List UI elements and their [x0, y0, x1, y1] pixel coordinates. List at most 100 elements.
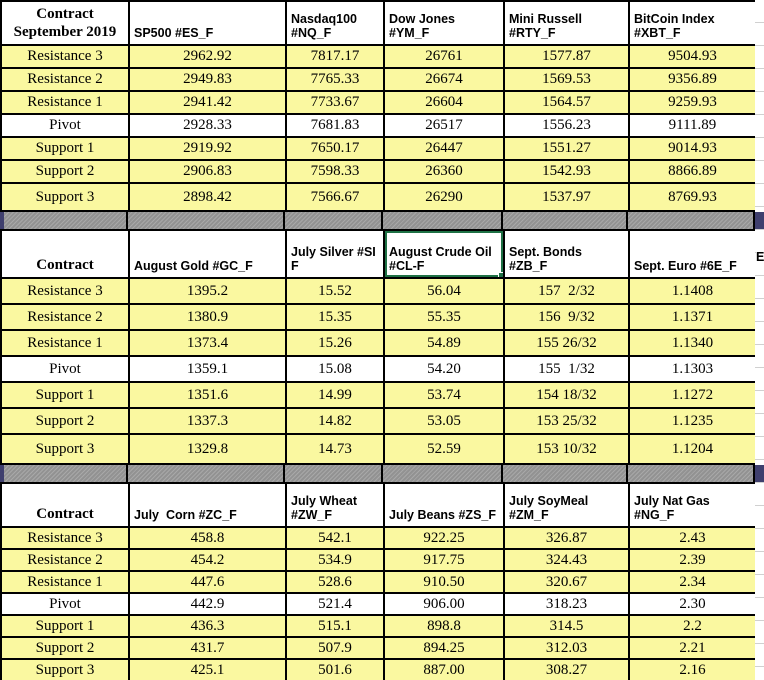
value-cell[interactable]: 454.2 — [128, 548, 287, 572]
value-cell[interactable]: 7681.83 — [285, 113, 385, 138]
row-label-cell[interactable]: Support 1 — [0, 381, 130, 409]
section-title-cell[interactable]: Contract — [0, 229, 130, 279]
value-cell[interactable]: 9111.89 — [628, 113, 757, 138]
value-cell[interactable]: 1577.87 — [503, 44, 630, 69]
value-cell[interactable]: 2.34 — [628, 570, 757, 594]
value-cell[interactable]: 436.3 — [128, 614, 287, 638]
value-cell[interactable]: 7733.67 — [285, 90, 385, 115]
value-cell[interactable]: 898.8 — [383, 614, 505, 638]
value-cell[interactable]: 1337.3 — [128, 407, 287, 435]
column-header-cell[interactable]: Dow Jones #YM_F — [383, 0, 505, 46]
value-cell[interactable]: 431.7 — [128, 636, 287, 660]
column-header-cell[interactable]: Mini Russell #RTY_F — [503, 0, 630, 46]
value-cell[interactable]: 2962.92 — [128, 44, 287, 69]
value-cell[interactable]: 54.89 — [383, 329, 505, 357]
value-cell[interactable]: 157 2/32 — [503, 277, 630, 305]
value-cell[interactable]: 894.25 — [383, 636, 505, 660]
value-cell[interactable]: 7817.17 — [285, 44, 385, 69]
value-cell[interactable]: 2.21 — [628, 636, 757, 660]
value-cell[interactable]: 922.25 — [383, 526, 505, 550]
row-label-cell[interactable]: Resistance 2 — [0, 303, 130, 331]
value-cell[interactable]: 26290 — [383, 182, 505, 212]
value-cell[interactable]: 9259.93 — [628, 90, 757, 115]
value-cell[interactable]: 14.73 — [285, 433, 385, 465]
value-cell[interactable]: 324.43 — [503, 548, 630, 572]
column-header-cell[interactable]: Sept. Euro #6E_F — [628, 229, 757, 279]
value-cell[interactable]: 314.5 — [503, 614, 630, 638]
row-label-cell[interactable]: Resistance 3 — [0, 44, 130, 69]
value-cell[interactable]: 2928.33 — [128, 113, 287, 138]
value-cell[interactable]: 55.35 — [383, 303, 505, 331]
column-header-cell[interactable]: July Nat Gas #NG_F — [628, 482, 757, 528]
column-header-cell[interactable]: July Corn #ZC_F — [128, 482, 287, 528]
value-cell[interactable]: 917.75 — [383, 548, 505, 572]
value-cell[interactable]: 9356.89 — [628, 67, 757, 92]
value-cell[interactable]: 507.9 — [285, 636, 385, 660]
row-label-cell[interactable]: Resistance 1 — [0, 90, 130, 115]
value-cell[interactable]: 910.50 — [383, 570, 505, 594]
value-cell[interactable]: 7650.17 — [285, 136, 385, 161]
value-cell[interactable]: 458.8 — [128, 526, 287, 550]
value-cell[interactable]: 1373.4 — [128, 329, 287, 357]
value-cell[interactable]: 442.9 — [128, 592, 287, 616]
value-cell[interactable]: 26517 — [383, 113, 505, 138]
value-cell[interactable]: 308.27 — [503, 658, 630, 680]
value-cell[interactable]: 156 9/32 — [503, 303, 630, 331]
value-cell[interactable]: 154 18/32 — [503, 381, 630, 409]
value-cell[interactable]: 447.6 — [128, 570, 287, 594]
value-cell[interactable]: 53.74 — [383, 381, 505, 409]
value-cell[interactable]: 1.1371 — [628, 303, 757, 331]
value-cell[interactable]: 2.39 — [628, 548, 757, 572]
row-label-cell[interactable]: Pivot — [0, 113, 130, 138]
row-label-cell[interactable]: Resistance 2 — [0, 548, 130, 572]
value-cell[interactable]: 26447 — [383, 136, 505, 161]
value-cell[interactable]: 2.2 — [628, 614, 757, 638]
value-cell[interactable]: 2.30 — [628, 592, 757, 616]
value-cell[interactable]: 2.43 — [628, 526, 757, 550]
column-header-cell[interactable]: Nasdaq100 #NQ_F — [285, 0, 385, 46]
value-cell[interactable]: 52.59 — [383, 433, 505, 465]
section-title-cell[interactable]: Contract — [0, 482, 130, 528]
value-cell[interactable]: 15.52 — [285, 277, 385, 305]
value-cell[interactable]: 542.1 — [285, 526, 385, 550]
row-label-cell[interactable]: Pivot — [0, 355, 130, 383]
column-header-cell[interactable]: August Gold #GC_F — [128, 229, 287, 279]
column-header-cell[interactable]: SP500 #ES_F — [128, 0, 287, 46]
value-cell[interactable]: 7765.33 — [285, 67, 385, 92]
column-header-cell[interactable]: July Beans #ZS_F — [383, 482, 505, 528]
value-cell[interactable]: 1.1204 — [628, 433, 757, 465]
row-label-cell[interactable]: Support 3 — [0, 658, 130, 680]
value-cell[interactable]: 15.35 — [285, 303, 385, 331]
value-cell[interactable]: 1329.8 — [128, 433, 287, 465]
value-cell[interactable]: 8769.93 — [628, 182, 757, 212]
value-cell[interactable]: 7566.67 — [285, 182, 385, 212]
value-cell[interactable]: 2919.92 — [128, 136, 287, 161]
row-label-cell[interactable]: Resistance 3 — [0, 526, 130, 550]
value-cell[interactable]: 312.03 — [503, 636, 630, 660]
row-label-cell[interactable]: Support 3 — [0, 433, 130, 465]
value-cell[interactable]: 54.20 — [383, 355, 505, 383]
value-cell[interactable]: 1380.9 — [128, 303, 287, 331]
value-cell[interactable]: 1351.6 — [128, 381, 287, 409]
value-cell[interactable]: 2.16 — [628, 658, 757, 680]
value-cell[interactable]: 26761 — [383, 44, 505, 69]
value-cell[interactable]: 56.04 — [383, 277, 505, 305]
value-cell[interactable]: 9014.93 — [628, 136, 757, 161]
row-label-cell[interactable]: Support 2 — [0, 636, 130, 660]
row-label-cell[interactable]: Resistance 3 — [0, 277, 130, 305]
value-cell[interactable]: 53.05 — [383, 407, 505, 435]
column-header-cell[interactable]: July SoyMeal #ZM_F — [503, 482, 630, 528]
value-cell[interactable]: 1542.93 — [503, 159, 630, 184]
value-cell[interactable]: 534.9 — [285, 548, 385, 572]
value-cell[interactable]: 515.1 — [285, 614, 385, 638]
value-cell[interactable]: 521.4 — [285, 592, 385, 616]
selected-column-header-cell[interactable]: August Crude Oil #CL-F — [383, 229, 505, 279]
value-cell[interactable]: 14.99 — [285, 381, 385, 409]
value-cell[interactable]: 1395.2 — [128, 277, 287, 305]
value-cell[interactable]: 15.26 — [285, 329, 385, 357]
value-cell[interactable]: 1.1340 — [628, 329, 757, 357]
value-cell[interactable]: 155 1/32 — [503, 355, 630, 383]
value-cell[interactable]: 14.82 — [285, 407, 385, 435]
value-cell[interactable]: 906.00 — [383, 592, 505, 616]
value-cell[interactable]: 8866.89 — [628, 159, 757, 184]
